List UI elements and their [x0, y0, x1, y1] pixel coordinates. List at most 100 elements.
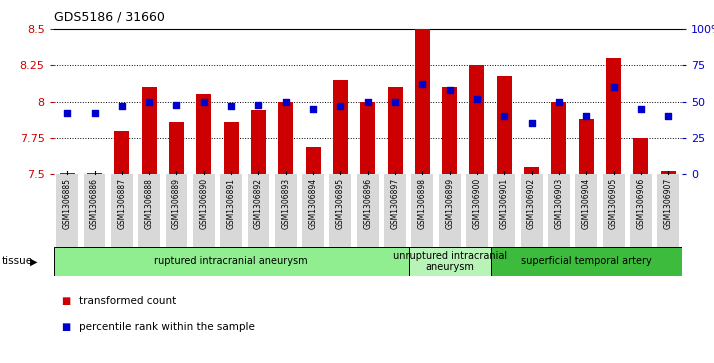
- FancyBboxPatch shape: [357, 174, 378, 247]
- Text: tissue: tissue: [1, 256, 33, 266]
- Text: ■: ■: [61, 322, 70, 332]
- Bar: [87, 173, 102, 174]
- Text: GSM1306899: GSM1306899: [445, 178, 454, 229]
- Bar: [360, 102, 376, 174]
- FancyBboxPatch shape: [166, 174, 187, 247]
- Point: [89, 110, 100, 116]
- FancyBboxPatch shape: [193, 174, 215, 247]
- FancyBboxPatch shape: [575, 174, 597, 247]
- FancyBboxPatch shape: [329, 174, 351, 247]
- FancyBboxPatch shape: [302, 174, 324, 247]
- Point: [280, 99, 291, 105]
- Text: GSM1306900: GSM1306900: [473, 178, 481, 229]
- Text: GSM1306903: GSM1306903: [555, 178, 563, 229]
- Text: GSM1306905: GSM1306905: [609, 178, 618, 229]
- FancyBboxPatch shape: [139, 174, 160, 247]
- Bar: [333, 80, 348, 174]
- Text: percentile rank within the sample: percentile rank within the sample: [79, 322, 254, 332]
- Bar: [606, 58, 621, 174]
- FancyBboxPatch shape: [56, 174, 78, 247]
- Point: [307, 106, 318, 112]
- Point: [362, 99, 373, 105]
- Text: ruptured intracranial aneurysm: ruptured intracranial aneurysm: [154, 256, 308, 266]
- FancyBboxPatch shape: [275, 174, 297, 247]
- Point: [608, 84, 619, 90]
- Point: [226, 103, 237, 109]
- Bar: [497, 76, 512, 174]
- Text: ▶: ▶: [30, 256, 38, 266]
- Bar: [306, 147, 321, 174]
- Point: [471, 96, 483, 102]
- FancyBboxPatch shape: [493, 174, 516, 247]
- FancyBboxPatch shape: [491, 247, 682, 276]
- Point: [417, 81, 428, 87]
- Bar: [114, 131, 129, 174]
- Text: GSM1306895: GSM1306895: [336, 178, 345, 229]
- Text: GSM1306889: GSM1306889: [172, 178, 181, 229]
- Text: GSM1306896: GSM1306896: [363, 178, 372, 229]
- Text: GSM1306885: GSM1306885: [63, 178, 71, 229]
- Point: [580, 113, 592, 119]
- Text: unruptured intracranial
aneurysm: unruptured intracranial aneurysm: [393, 250, 507, 272]
- Text: GSM1306886: GSM1306886: [90, 178, 99, 229]
- Bar: [141, 87, 156, 174]
- FancyBboxPatch shape: [630, 174, 652, 247]
- Text: GSM1306894: GSM1306894: [308, 178, 318, 229]
- Text: GSM1306887: GSM1306887: [117, 178, 126, 229]
- FancyBboxPatch shape: [466, 174, 488, 247]
- Bar: [442, 87, 457, 174]
- Point: [444, 87, 456, 93]
- Bar: [551, 102, 566, 174]
- FancyBboxPatch shape: [521, 174, 543, 247]
- Point: [663, 113, 674, 119]
- Text: GSM1306888: GSM1306888: [145, 178, 154, 229]
- Text: transformed count: transformed count: [79, 296, 176, 306]
- FancyBboxPatch shape: [384, 174, 406, 247]
- Text: GSM1306891: GSM1306891: [226, 178, 236, 229]
- Text: GSM1306892: GSM1306892: [254, 178, 263, 229]
- FancyBboxPatch shape: [84, 174, 106, 247]
- Bar: [388, 87, 403, 174]
- FancyBboxPatch shape: [438, 174, 461, 247]
- Bar: [633, 138, 648, 174]
- Point: [144, 99, 155, 105]
- Bar: [415, 29, 430, 174]
- Text: GSM1306901: GSM1306901: [500, 178, 509, 229]
- FancyBboxPatch shape: [408, 247, 491, 276]
- Bar: [223, 122, 238, 174]
- Point: [526, 121, 538, 126]
- FancyBboxPatch shape: [548, 174, 570, 247]
- Text: GSM1306904: GSM1306904: [582, 178, 590, 229]
- Bar: [196, 94, 211, 174]
- Text: GSM1306906: GSM1306906: [636, 178, 645, 229]
- Text: GSM1306897: GSM1306897: [391, 178, 400, 229]
- FancyBboxPatch shape: [54, 247, 408, 276]
- Text: ■: ■: [61, 296, 70, 306]
- Bar: [169, 122, 184, 174]
- Bar: [60, 173, 75, 174]
- Point: [116, 103, 128, 109]
- FancyBboxPatch shape: [111, 174, 133, 247]
- Bar: [278, 102, 293, 174]
- Bar: [524, 167, 539, 174]
- FancyBboxPatch shape: [411, 174, 433, 247]
- Text: superficial temporal artery: superficial temporal artery: [521, 256, 652, 266]
- Point: [553, 99, 565, 105]
- Text: GSM1306898: GSM1306898: [418, 178, 427, 229]
- Point: [498, 113, 510, 119]
- Text: GSM1306893: GSM1306893: [281, 178, 291, 229]
- Point: [61, 110, 73, 116]
- Text: GSM1306902: GSM1306902: [527, 178, 536, 229]
- FancyBboxPatch shape: [658, 174, 679, 247]
- Point: [253, 102, 264, 107]
- Point: [635, 106, 647, 112]
- FancyBboxPatch shape: [603, 174, 625, 247]
- Bar: [470, 65, 485, 174]
- FancyBboxPatch shape: [248, 174, 269, 247]
- Point: [198, 99, 209, 105]
- Point: [171, 102, 182, 107]
- FancyBboxPatch shape: [220, 174, 242, 247]
- Point: [389, 99, 401, 105]
- Text: GDS5186 / 31660: GDS5186 / 31660: [54, 11, 164, 24]
- Bar: [660, 171, 675, 174]
